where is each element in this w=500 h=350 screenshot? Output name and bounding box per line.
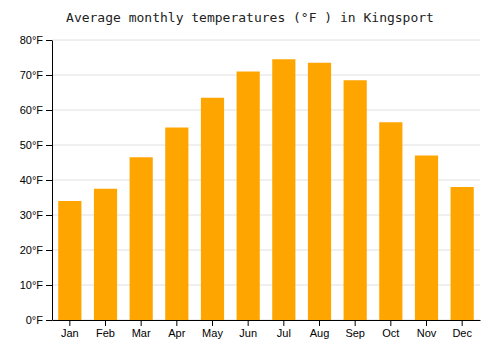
y-tick-mark [46,215,52,216]
y-tick-label: 70°F [20,69,44,81]
bar [237,72,260,321]
x-tick-mark [283,320,284,326]
x-tick: Mar [132,320,151,339]
y-tick: 40°F [20,174,52,186]
y-tick: 60°F [20,104,52,116]
y-tick: 20°F [20,244,52,256]
bar [451,187,474,320]
x-tick-mark [462,320,463,326]
y-tick-label: 20°F [20,244,44,256]
x-tick-mark [212,320,213,326]
x-tick-label: Dec [452,327,472,339]
y-tick-label: 40°F [20,174,44,186]
y-tick-label: 10°F [20,279,44,291]
y-tick: 0°F [26,314,52,326]
y-tick-label: 80°F [20,34,44,46]
bar [344,80,367,320]
x-tick: Feb [96,320,115,339]
x-tick: Dec [452,320,472,339]
x-axis-line [53,320,481,321]
grid [52,40,480,320]
x-tick-label: Sep [345,327,365,339]
x-tick-label: Mar [132,327,151,339]
bar [379,122,402,320]
y-tick-label: 50°F [20,139,44,151]
grid-line [52,145,480,146]
x-tick-mark [319,320,320,326]
x-tick-label: Feb [96,327,115,339]
y-tick-mark [46,110,52,111]
x-tick: Sep [345,320,365,339]
y-tick-mark [46,320,52,321]
x-tick: Jan [61,320,79,339]
y-tick-mark [46,75,52,76]
x-tick-mark [426,320,427,326]
x-tick-mark [176,320,177,326]
y-axis-line [52,41,53,321]
plot: Jan Feb Mar Apr May Jun Jul Aug Sep Oct Nov Dec 0°F 1… [20,34,481,339]
chart: Average monthly temperatures (°F ) in Ki… [0,0,500,350]
y-tick: 30°F [20,209,52,221]
x-axis: Jan Feb Mar Apr May Jun Jul Aug Sep Oct Nov Dec [53,320,481,339]
y-tick-mark [46,145,52,146]
x-tick-label: Nov [417,327,437,339]
bar [415,156,438,321]
marks [58,59,474,320]
x-tick: Aug [310,320,330,339]
grid-line [52,110,480,111]
y-tick: 70°F [20,69,52,81]
bar [165,128,188,321]
x-tick-mark [105,320,106,326]
y-tick-mark [46,285,52,286]
bar [308,63,331,320]
x-tick-label: Jul [277,327,291,339]
title: Average monthly temperatures (°F ) in Ki… [66,10,434,25]
bar [201,98,224,320]
x-tick-mark [355,320,356,326]
x-tick: Oct [382,320,399,339]
y-tick: 50°F [20,139,52,151]
bar [130,157,153,320]
y-tick-mark [46,250,52,251]
x-tick: Nov [417,320,437,339]
x-tick-label: Oct [382,327,399,339]
y-tick: 80°F [20,34,52,46]
x-tick-mark [390,320,391,326]
bar [272,59,295,320]
x-tick: Jul [277,320,291,339]
y-tick-label: 30°F [20,209,44,221]
x-tick-mark [141,320,142,326]
x-tick-label: Aug [310,327,330,339]
x-tick-label: Apr [168,327,185,339]
grid-line [52,75,480,76]
x-tick-label: Jun [239,327,257,339]
grid-line [52,40,480,41]
y-tick: 10°F [20,279,52,291]
x-tick: Apr [168,320,185,339]
x-tick-mark [69,320,70,326]
x-tick-label: May [202,327,223,339]
x-tick-mark [248,320,249,326]
y-tick-mark [46,180,52,181]
y-tick-mark [46,40,52,41]
y-axis: 0°F 10°F 20°F 30°F 40°F 50°F 60°F 70°F 80°F [20,34,53,326]
x-tick-label: Jan [61,327,79,339]
x-tick: May [202,320,223,339]
bar [58,201,81,320]
x-tick: Jun [239,320,257,339]
y-tick-label: 60°F [20,104,44,116]
y-tick-label: 0°F [26,314,44,326]
bar [94,189,117,320]
